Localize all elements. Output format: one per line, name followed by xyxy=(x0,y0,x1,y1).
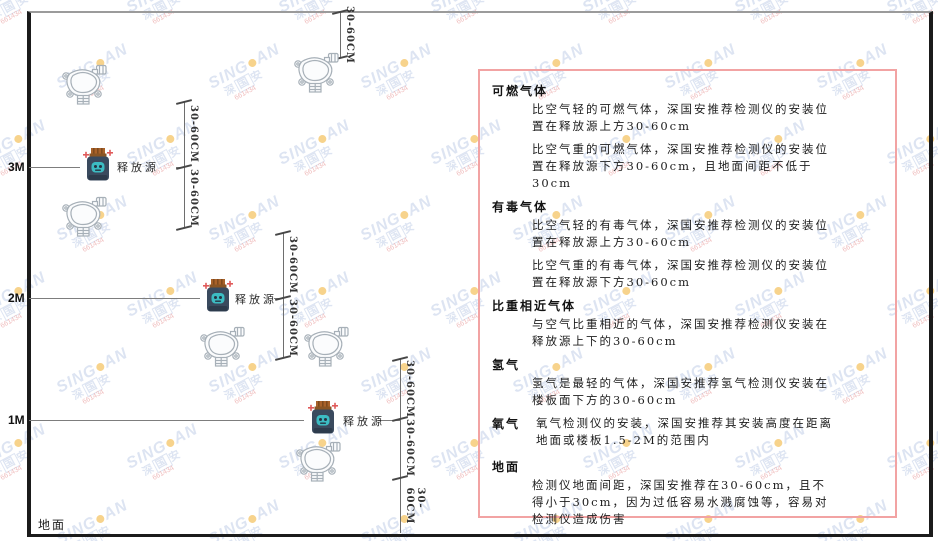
level-line xyxy=(29,298,200,299)
dimension-line xyxy=(283,233,284,358)
panel-section: 地面 检测仪地面间距，深国安推荐在30-60cm，且不得小于30cm，因为过低容易… xyxy=(492,458,881,528)
release-source-icon xyxy=(308,401,338,434)
panel-paragraph: 比空气轻的有毒气体，深国安推荐检测仪的安装位置在释放源上方30-60cm xyxy=(532,218,829,249)
panel-heading: 有毒气体 xyxy=(492,200,549,214)
dimension-label: 30-60CM xyxy=(404,418,415,478)
release-source-label: 释放源 xyxy=(235,293,277,306)
panel-paragraph: 比空气轻的可燃气体，深国安推荐检测仪的安装位置在释放源上方30-60cm xyxy=(532,102,829,133)
gas-detector-icon xyxy=(62,196,107,237)
panel-heading: 地面 xyxy=(492,460,521,474)
dimension-label: 30-60CM xyxy=(287,235,298,295)
info-panel: 可燃气体比空气轻的可燃气体，深国安推荐检测仪的安装位置在释放源上方30-60cm… xyxy=(478,69,897,526)
panel-paragraph: 比空气重的可燃气体，深国安推荐检测仪的安装位置在释放源下方30-60cm，且地面… xyxy=(532,142,829,190)
panel-section: 有毒气体比空气轻的有毒气体，深国安推荐检测仪的安装位置在释放源上方30-60cm… xyxy=(492,198,881,291)
panel-heading: 比重相近气体 xyxy=(492,299,577,313)
panel-paragraph: 与空气比重相近的气体，深国安推荐检测仪安装在释放源上下的30-60cm xyxy=(532,317,829,348)
release-source-label: 释放源 xyxy=(117,161,159,174)
panel-section: 氢气 氢气是最轻的气体，深国安推荐氢气检测仪安装在楼板面下方的30-60cm xyxy=(492,356,881,409)
panel-paragraph: 氧气检测仪的安装，深国安推荐其安装高度在距离地面或楼板1.5-2M的范围内 xyxy=(536,416,833,447)
dimension-line xyxy=(400,359,401,533)
panel-heading: 氧气 xyxy=(492,417,521,431)
dimension-label: 30-60CM xyxy=(404,359,415,419)
gas-detector-icon xyxy=(200,326,245,367)
panel-heading: 可燃气体 xyxy=(492,84,549,98)
ground-label: 地面 xyxy=(38,518,67,532)
dimension-label: 30-60CM xyxy=(188,168,199,228)
gas-detector-icon xyxy=(62,64,107,105)
release-source-icon xyxy=(203,279,233,312)
panel-section: 氧气 氧气检测仪的安装，深国安推荐其安装高度在距离地面或楼板1.5-2M的范围内 xyxy=(492,415,881,455)
panel-sections: 可燃气体比空气轻的可燃气体，深国安推荐检测仪的安装位置在释放源上方30-60cm… xyxy=(492,82,881,528)
dimension-label: 30-60CM xyxy=(287,298,298,358)
dimension-label: 30-60CM xyxy=(404,487,426,525)
dimension-label: 30-60CM xyxy=(344,5,355,65)
dimension-line xyxy=(340,12,341,58)
panel-section: 可燃气体比空气轻的可燃气体，深国安推荐检测仪的安装位置在释放源上方30-60cm… xyxy=(492,82,881,192)
dimension-label: 30-60CM xyxy=(188,104,199,164)
level-line xyxy=(29,167,80,168)
panel-paragraph: 氢气是最轻的气体，深国安推荐氢气检测仪安装在楼板面下方的30-60cm xyxy=(532,376,829,407)
room-frame xyxy=(27,11,933,537)
panel-section: 比重相近气体与空气比重相近的气体，深国安推荐检测仪安装在释放源上下的30-60c… xyxy=(492,297,881,350)
gas-detector-icon xyxy=(296,441,341,482)
height-mark-2m: 2M xyxy=(8,291,25,305)
panel-paragraph: 比空气重的有毒气体，深国安推荐检测仪的安装位置在释放源下方30-60cm xyxy=(532,258,829,289)
height-mark-3m: 3M xyxy=(8,160,25,174)
panel-heading: 氢气 xyxy=(492,358,521,372)
release-source-icon xyxy=(83,148,113,181)
level-line xyxy=(378,420,400,421)
height-mark-1m: 1M xyxy=(8,413,25,427)
level-line xyxy=(29,420,304,421)
panel-paragraph: 检测仪地面间距，深国安推荐在30-60cm，且不得小于30cm，因为过低容易水溅… xyxy=(532,478,829,526)
gas-detector-icon xyxy=(304,326,349,367)
release-source-label: 释放源 xyxy=(343,415,385,428)
gas-detector-icon xyxy=(294,52,339,93)
